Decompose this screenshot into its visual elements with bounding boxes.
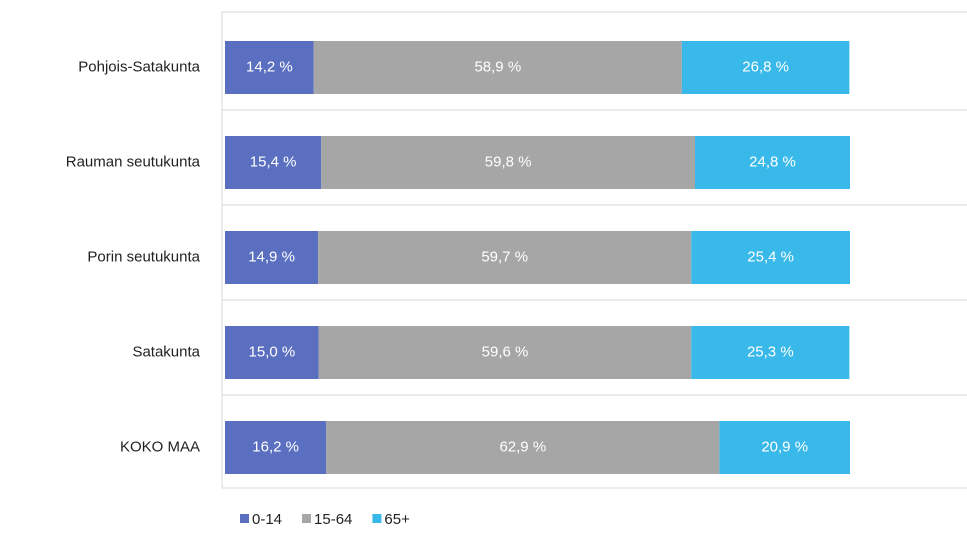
value-label: 20,9 % xyxy=(761,438,808,455)
value-label: 26,8 % xyxy=(742,58,789,75)
category-label: Satakunta xyxy=(132,343,200,360)
bar-segment xyxy=(225,41,314,94)
bar-segment xyxy=(691,326,850,379)
value-label: 16,2 % xyxy=(252,438,299,455)
value-label: 25,3 % xyxy=(747,343,794,360)
legend-swatch xyxy=(302,514,312,523)
bar-segment xyxy=(318,231,692,284)
value-label: 59,7 % xyxy=(481,248,528,265)
value-label: 14,9 % xyxy=(248,248,295,265)
bar-segment xyxy=(691,231,850,284)
value-label: 58,9 % xyxy=(474,58,521,75)
legend-label: 65+ xyxy=(384,511,410,528)
category-label: KOKO MAA xyxy=(120,438,200,455)
value-label: 62,9 % xyxy=(499,438,546,455)
bar-segment xyxy=(326,421,720,474)
bar-segment xyxy=(321,136,695,189)
category-label: Pohjois-Satakunta xyxy=(78,58,200,75)
value-label: 59,8 % xyxy=(485,153,532,170)
bar-segment xyxy=(225,326,319,379)
bar-segment xyxy=(719,421,850,474)
value-label: 15,4 % xyxy=(250,153,297,170)
bar-segment xyxy=(313,41,682,94)
value-label: 59,6 % xyxy=(482,343,529,360)
bar-segment xyxy=(225,421,327,474)
value-label: 14,2 % xyxy=(246,58,293,75)
plot-frame xyxy=(221,11,967,489)
bar-segment xyxy=(681,41,850,94)
category-label: Rauman seutukunta xyxy=(66,153,201,170)
legend-swatch xyxy=(240,514,249,523)
bar-segment xyxy=(695,136,850,189)
value-label: 15,0 % xyxy=(249,343,296,360)
bar-segment xyxy=(225,231,319,284)
value-label: 25,4 % xyxy=(747,248,794,265)
legend-label: 0-14 xyxy=(252,511,282,528)
legend-swatch xyxy=(372,514,382,523)
bar-segment xyxy=(318,326,692,379)
category-label: Porin seutukunta xyxy=(87,248,200,265)
bar-segment xyxy=(225,136,322,189)
value-label: 24,8 % xyxy=(749,153,796,170)
legend-label: 15-64 xyxy=(314,511,352,528)
